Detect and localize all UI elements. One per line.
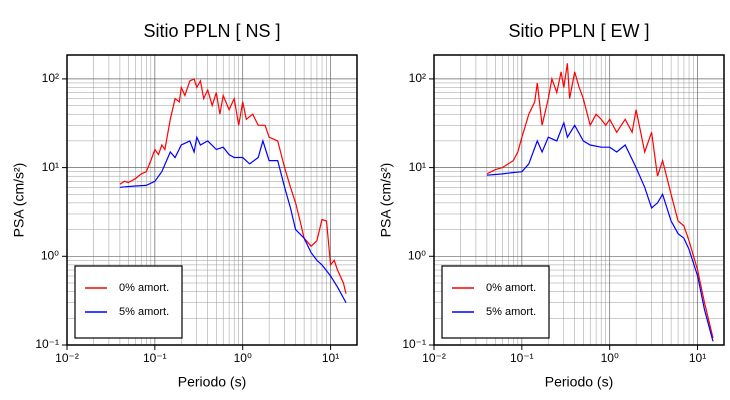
- legend-label: 5% amort.: [119, 306, 169, 318]
- chart-title: Sitio PPLN [ NS ]: [143, 21, 280, 41]
- data-line: [486, 63, 714, 339]
- x-tick-label: 10⁰: [601, 351, 619, 365]
- y-tick-label: 10⁻¹: [35, 337, 59, 351]
- plot-frame: [66, 54, 358, 346]
- y-axis-label: PSA (cm/s²): [11, 163, 27, 238]
- y-tick-label: 10⁰: [41, 248, 59, 262]
- y-tick-label: 10²: [409, 71, 426, 85]
- x-tick-label: 10⁰: [234, 351, 252, 365]
- y-tick-label: 10¹: [409, 160, 426, 174]
- legend-box: [441, 265, 550, 339]
- legend-label: 5% amort.: [486, 306, 536, 318]
- legend-label: 0% amort.: [486, 282, 536, 294]
- chart-title: Sitio PPLN [ EW ]: [508, 21, 649, 41]
- data-line: [119, 78, 347, 294]
- y-tick-label: 10¹: [42, 160, 59, 174]
- legend-label: 0% amort.: [119, 282, 169, 294]
- x-tick-label: 10⁻¹: [510, 351, 534, 365]
- chart: Sitio PPLN [ EW ] Periodo (s) PSA (cm/s²) 1…: [378, 21, 725, 390]
- legend-box: [74, 265, 183, 339]
- x-tick-label: 10⁻²: [55, 351, 79, 365]
- x-tick-label: 10¹: [322, 351, 339, 365]
- y-tick-label: 10⁻¹: [402, 337, 426, 351]
- x-tick-label: 10¹: [689, 351, 706, 365]
- x-tick-label: 10⁻¹: [143, 351, 167, 365]
- y-tick-label: 10⁰: [408, 248, 426, 262]
- chart: Sitio PPLN [ NS ] Periodo (s) PSA (cm/s²) 1…: [11, 21, 358, 390]
- x-axis-label: Periodo (s): [545, 374, 613, 390]
- y-axis-label: PSA (cm/s²): [378, 163, 394, 238]
- x-axis-label: Periodo (s): [178, 374, 246, 390]
- x-tick-label: 10⁻²: [422, 351, 446, 365]
- plot-frame: [433, 54, 725, 346]
- y-tick-label: 10²: [42, 71, 59, 85]
- data-line: [486, 120, 714, 342]
- data-line: [119, 135, 347, 303]
